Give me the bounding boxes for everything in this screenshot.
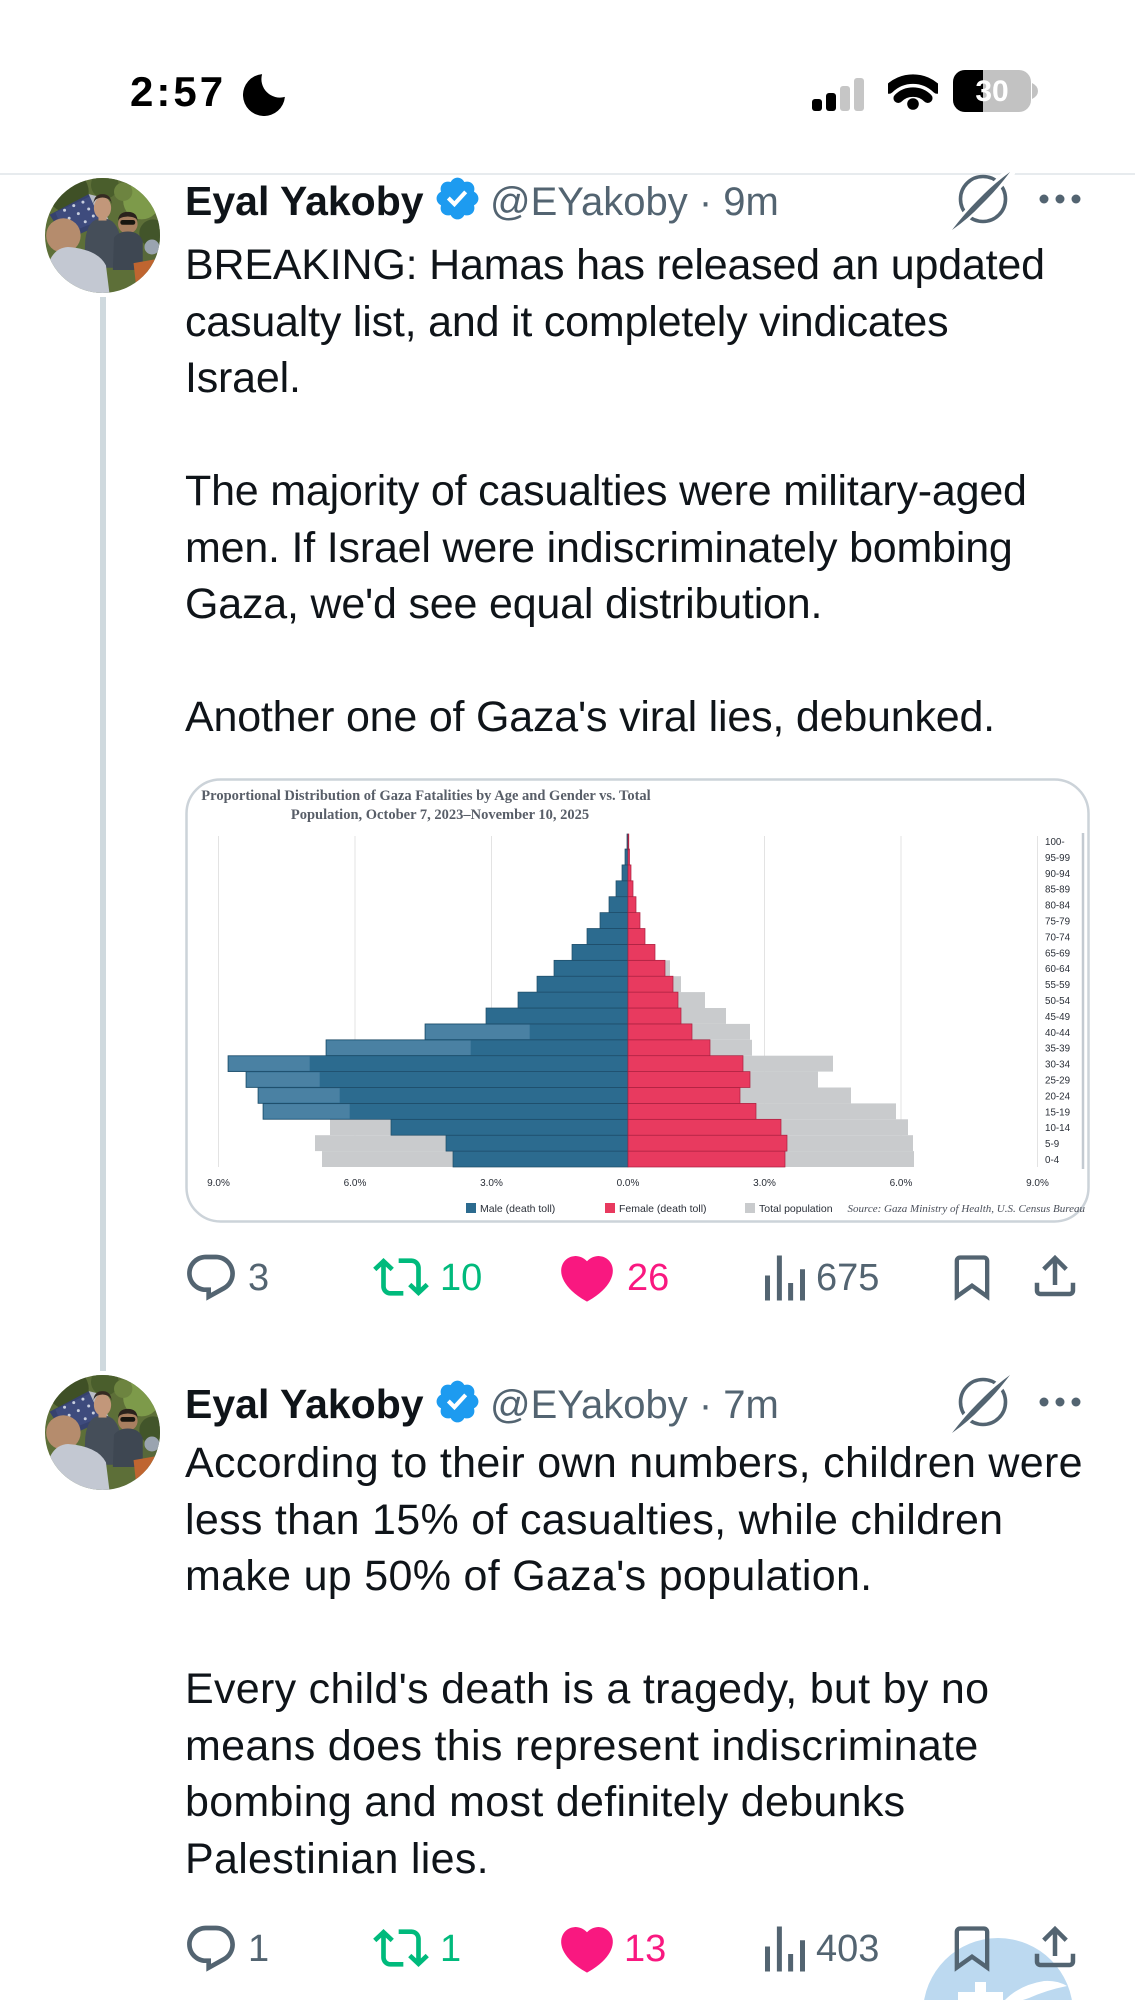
svg-text:70-74: 70-74: [1045, 932, 1071, 943]
svg-text:Total population: Total population: [759, 1203, 833, 1215]
svg-text:Proportional Distribution of G: Proportional Distribution of Gaza Fatali…: [201, 788, 650, 804]
svg-text:75-79: 75-79: [1045, 917, 1070, 928]
svg-text:60-64: 60-64: [1045, 964, 1071, 975]
svg-text:6.0%: 6.0%: [890, 1178, 913, 1189]
svg-text:9.0%: 9.0%: [1026, 1178, 1049, 1189]
svg-text:25-29: 25-29: [1045, 1076, 1070, 1087]
svg-text:6.0%: 6.0%: [344, 1178, 367, 1189]
svg-text:90-94: 90-94: [1045, 869, 1071, 880]
svg-text:0.0%: 0.0%: [617, 1178, 640, 1189]
svg-text:Male (death toll): Male (death toll): [480, 1203, 555, 1215]
svg-text:80-84: 80-84: [1045, 901, 1071, 912]
svg-text:3.0%: 3.0%: [480, 1178, 503, 1189]
svg-text:45-49: 45-49: [1045, 1012, 1070, 1023]
svg-text:20-24: 20-24: [1045, 1091, 1071, 1102]
svg-text:50-54: 50-54: [1045, 996, 1071, 1007]
svg-text:3.0%: 3.0%: [753, 1178, 776, 1189]
svg-text:55-59: 55-59: [1045, 980, 1070, 991]
svg-text:95-99: 95-99: [1045, 853, 1070, 864]
svg-text:10-14: 10-14: [1045, 1123, 1071, 1134]
svg-text:Source: Gaza Ministry of Healt: Source: Gaza Ministry of Health, U.S. Ce…: [848, 1203, 1086, 1215]
svg-text:100-: 100-: [1045, 837, 1065, 848]
svg-text:65-69: 65-69: [1045, 948, 1070, 959]
svg-text:40-44: 40-44: [1045, 1028, 1071, 1039]
svg-text:30-34: 30-34: [1045, 1060, 1071, 1071]
svg-text:0-4: 0-4: [1045, 1155, 1060, 1166]
svg-text:Population, October 7, 2023–No: Population, October 7, 2023–November 10,…: [291, 807, 589, 823]
svg-text:9.0%: 9.0%: [207, 1178, 230, 1189]
svg-text:30: 30: [975, 75, 1008, 108]
svg-text:15-19: 15-19: [1045, 1107, 1070, 1118]
svg-text:85-89: 85-89: [1045, 885, 1070, 896]
svg-text:Female (death toll): Female (death toll): [619, 1203, 707, 1215]
svg-text:35-39: 35-39: [1045, 1044, 1070, 1055]
svg-text:5-9: 5-9: [1045, 1139, 1059, 1150]
